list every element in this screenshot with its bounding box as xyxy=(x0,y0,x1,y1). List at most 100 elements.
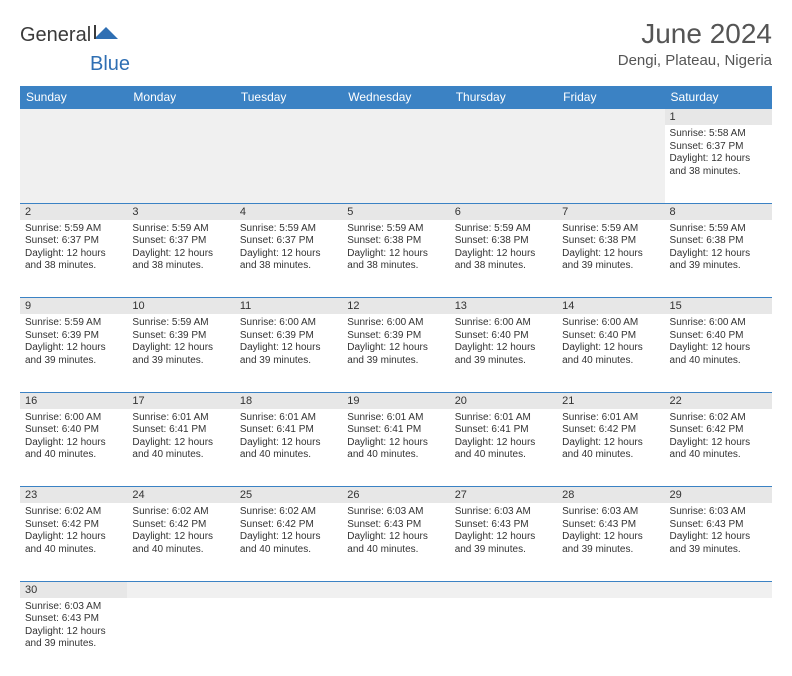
sunrise-text: Sunrise: 6:03 AM xyxy=(562,506,659,519)
day-number-row: 1 xyxy=(20,109,772,126)
sunset-text: Sunset: 6:37 PM xyxy=(240,235,337,248)
day-number: 29 xyxy=(665,487,772,504)
daylight-text: Daylight: 12 hours xyxy=(670,248,767,261)
day-number: 2 xyxy=(20,203,127,220)
day-number: 10 xyxy=(127,298,234,315)
day-cell-empty xyxy=(127,125,234,203)
sunrise-text: Sunrise: 6:00 AM xyxy=(240,317,337,330)
daylight-text: Daylight: 12 hours xyxy=(25,531,122,544)
sunset-text: Sunset: 6:39 PM xyxy=(347,330,444,343)
day-number: 27 xyxy=(450,487,557,504)
daylight-text: and 39 minutes. xyxy=(240,355,337,368)
day-cell: Sunrise: 6:03 AMSunset: 6:43 PMDaylight:… xyxy=(450,503,557,581)
day-cell: Sunrise: 5:59 AMSunset: 6:38 PMDaylight:… xyxy=(557,220,664,298)
day-cell-empty xyxy=(235,125,342,203)
month-title: June 2024 xyxy=(618,18,772,50)
sunset-text: Sunset: 6:41 PM xyxy=(455,424,552,437)
week-row: Sunrise: 5:58 AMSunset: 6:37 PMDaylight:… xyxy=(20,125,772,203)
daylight-text: and 38 minutes. xyxy=(25,260,122,273)
sunrise-text: Sunrise: 6:03 AM xyxy=(670,506,767,519)
sunset-text: Sunset: 6:40 PM xyxy=(562,330,659,343)
day-cell: Sunrise: 6:02 AMSunset: 6:42 PMDaylight:… xyxy=(127,503,234,581)
sunrise-text: Sunrise: 5:59 AM xyxy=(455,223,552,236)
day-cell: Sunrise: 6:02 AMSunset: 6:42 PMDaylight:… xyxy=(20,503,127,581)
daylight-text: and 40 minutes. xyxy=(240,544,337,557)
day-cell: Sunrise: 6:01 AMSunset: 6:41 PMDaylight:… xyxy=(235,409,342,487)
daylight-text: Daylight: 12 hours xyxy=(132,437,229,450)
day-number: 6 xyxy=(450,203,557,220)
daylight-text: and 38 minutes. xyxy=(455,260,552,273)
day-number: 19 xyxy=(342,392,449,409)
day-number-empty xyxy=(235,581,342,598)
daylight-text: and 40 minutes. xyxy=(25,544,122,557)
daylight-text: and 39 minutes. xyxy=(25,638,122,651)
day-cell: Sunrise: 6:01 AMSunset: 6:41 PMDaylight:… xyxy=(450,409,557,487)
day-number-empty xyxy=(450,109,557,126)
sunrise-text: Sunrise: 6:03 AM xyxy=(25,601,122,614)
daylight-text: Daylight: 12 hours xyxy=(562,342,659,355)
week-row: Sunrise: 5:59 AMSunset: 6:37 PMDaylight:… xyxy=(20,220,772,298)
daylight-text: and 40 minutes. xyxy=(132,449,229,462)
day-cell-empty xyxy=(557,598,664,676)
daylight-text: Daylight: 12 hours xyxy=(455,531,552,544)
weekday-header: Sunday xyxy=(20,86,127,109)
daylight-text: and 38 minutes. xyxy=(670,166,767,179)
sunset-text: Sunset: 6:40 PM xyxy=(25,424,122,437)
day-cell: Sunrise: 6:03 AMSunset: 6:43 PMDaylight:… xyxy=(342,503,449,581)
daylight-text: and 38 minutes. xyxy=(240,260,337,273)
day-number: 15 xyxy=(665,298,772,315)
day-cell: Sunrise: 6:01 AMSunset: 6:42 PMDaylight:… xyxy=(557,409,664,487)
weekday-header: Tuesday xyxy=(235,86,342,109)
sunset-text: Sunset: 6:42 PM xyxy=(240,519,337,532)
daylight-text: and 39 minutes. xyxy=(132,355,229,368)
weekday-header: Friday xyxy=(557,86,664,109)
sunset-text: Sunset: 6:43 PM xyxy=(455,519,552,532)
day-cell: Sunrise: 5:59 AMSunset: 6:39 PMDaylight:… xyxy=(20,314,127,392)
daylight-text: Daylight: 12 hours xyxy=(562,248,659,261)
sunset-text: Sunset: 6:38 PM xyxy=(562,235,659,248)
sunrise-text: Sunrise: 5:59 AM xyxy=(347,223,444,236)
sunrise-text: Sunrise: 6:00 AM xyxy=(455,317,552,330)
sunset-text: Sunset: 6:37 PM xyxy=(25,235,122,248)
daylight-text: and 39 minutes. xyxy=(455,355,552,368)
sunrise-text: Sunrise: 6:03 AM xyxy=(455,506,552,519)
sunset-text: Sunset: 6:41 PM xyxy=(240,424,337,437)
day-number: 5 xyxy=(342,203,449,220)
sunrise-text: Sunrise: 6:01 AM xyxy=(455,412,552,425)
daylight-text: Daylight: 12 hours xyxy=(347,248,444,261)
day-number-empty xyxy=(342,109,449,126)
day-number: 7 xyxy=(557,203,664,220)
sunrise-text: Sunrise: 5:58 AM xyxy=(670,128,767,141)
daylight-text: Daylight: 12 hours xyxy=(25,248,122,261)
day-cell: Sunrise: 6:00 AMSunset: 6:39 PMDaylight:… xyxy=(235,314,342,392)
sunrise-text: Sunrise: 5:59 AM xyxy=(25,317,122,330)
day-cell: Sunrise: 6:00 AMSunset: 6:40 PMDaylight:… xyxy=(665,314,772,392)
day-cell: Sunrise: 5:59 AMSunset: 6:38 PMDaylight:… xyxy=(665,220,772,298)
daylight-text: and 40 minutes. xyxy=(25,449,122,462)
daylight-text: and 39 minutes. xyxy=(670,260,767,273)
daylight-text: Daylight: 12 hours xyxy=(132,531,229,544)
brand-text-blue: Blue xyxy=(90,53,130,76)
day-cell: Sunrise: 6:00 AMSunset: 6:40 PMDaylight:… xyxy=(20,409,127,487)
day-cell-empty xyxy=(450,125,557,203)
day-number-empty xyxy=(127,109,234,126)
daylight-text: Daylight: 12 hours xyxy=(670,437,767,450)
day-cell-empty xyxy=(557,125,664,203)
day-number: 25 xyxy=(235,487,342,504)
daylight-text: Daylight: 12 hours xyxy=(240,248,337,261)
sunset-text: Sunset: 6:41 PM xyxy=(347,424,444,437)
daylight-text: and 38 minutes. xyxy=(132,260,229,273)
sunrise-text: Sunrise: 6:01 AM xyxy=(347,412,444,425)
day-cell: Sunrise: 6:02 AMSunset: 6:42 PMDaylight:… xyxy=(665,409,772,487)
sunrise-text: Sunrise: 5:59 AM xyxy=(132,223,229,236)
day-cell-empty xyxy=(20,125,127,203)
day-number: 14 xyxy=(557,298,664,315)
sunset-text: Sunset: 6:37 PM xyxy=(132,235,229,248)
day-number: 28 xyxy=(557,487,664,504)
weekday-header: Saturday xyxy=(665,86,772,109)
sunrise-text: Sunrise: 6:02 AM xyxy=(670,412,767,425)
daylight-text: and 40 minutes. xyxy=(347,544,444,557)
day-number-empty xyxy=(665,581,772,598)
sunset-text: Sunset: 6:39 PM xyxy=(240,330,337,343)
sunset-text: Sunset: 6:38 PM xyxy=(455,235,552,248)
